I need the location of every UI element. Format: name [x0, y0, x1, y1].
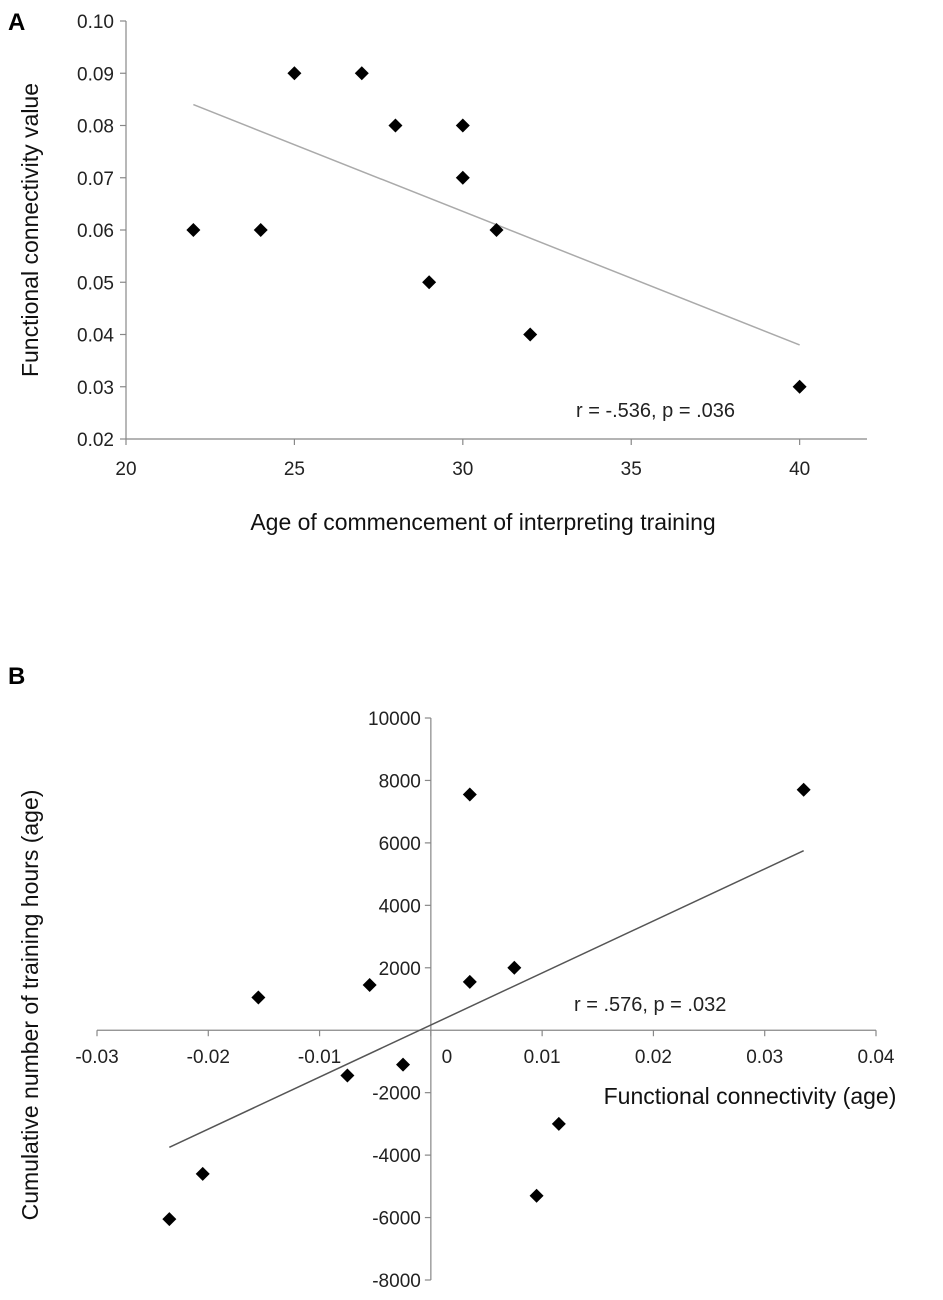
x-tick-label: 20 — [115, 459, 136, 480]
data-point — [455, 118, 470, 133]
x-axis-title-a: Age of commencement of interpreting trai… — [250, 509, 715, 535]
y-axis-title-b: Cumulative number of training hours (age… — [17, 790, 43, 1221]
y-tick-label: 0.08 — [77, 117, 114, 138]
correlation-annotation-a: r = -.536, p = .036 — [576, 400, 735, 422]
data-point — [422, 275, 437, 290]
data-point — [186, 223, 201, 237]
x-tick-label: 25 — [284, 459, 305, 480]
data-point — [287, 66, 302, 81]
y-tick-label: 0.09 — [77, 64, 114, 85]
x-tick-label: 30 — [452, 459, 473, 480]
data-point — [162, 1212, 177, 1227]
data-point — [462, 974, 477, 989]
panel-label-a: A — [8, 9, 25, 36]
x-tick-label: 0.04 — [858, 1047, 895, 1068]
y-tick-label: 0.03 — [77, 378, 114, 399]
panel-label-b: B — [8, 663, 25, 690]
y-tick-label: -6000 — [372, 1209, 421, 1230]
y-tick-label: 0.06 — [77, 221, 114, 242]
x-tick-label: -0.01 — [298, 1047, 341, 1068]
y-tick-label: -4000 — [372, 1146, 421, 1167]
x-tick-label: -0.02 — [187, 1047, 230, 1068]
y-tick-label: 6000 — [379, 834, 421, 855]
x-axis-title-b: Functional connectivity (age) — [604, 1083, 897, 1109]
y-tick-label: 4000 — [379, 896, 421, 917]
y-tick-label: -8000 — [372, 1271, 421, 1292]
y-tick-label: 0.04 — [77, 326, 114, 347]
x-tick-label: 0.01 — [524, 1047, 561, 1068]
x-tick-label: 0.03 — [746, 1047, 783, 1068]
data-point — [462, 787, 477, 802]
correlation-annotation-b: r = .576, p = .032 — [574, 994, 726, 1016]
trendline-b — [169, 850, 804, 1148]
data-point — [792, 379, 807, 394]
y-tick-label: 0.02 — [77, 430, 114, 451]
data-point — [253, 223, 268, 237]
data-point — [388, 118, 403, 133]
data-point — [251, 990, 266, 1005]
chart-b: -8000 -6000 -4000 -2000 2000 4000 6000 8000 1000… — [17, 709, 896, 1292]
data-point — [195, 1166, 210, 1181]
data-point — [796, 782, 811, 797]
data-point — [396, 1057, 411, 1072]
y-axis-title-a: Functional connectivity value — [17, 83, 43, 377]
data-point — [362, 977, 377, 992]
y-tick-label: 0.05 — [77, 273, 114, 294]
data-point — [529, 1188, 544, 1203]
chart-a: 0.02 0.03 0.04 0.05 0.06 0.07 0.08 0.09 0.10 20 25… — [17, 12, 867, 535]
x-tick-label: 0.02 — [635, 1047, 672, 1068]
y-tick-label: 8000 — [379, 771, 421, 792]
data-point — [455, 170, 470, 185]
data-point — [507, 960, 522, 975]
data-point — [489, 223, 504, 237]
y-tick-label: 2000 — [379, 959, 421, 980]
x-tick-label: 40 — [789, 459, 810, 480]
y-tick-label: 10000 — [368, 709, 421, 730]
data-point — [354, 66, 369, 81]
data-point — [523, 327, 538, 342]
x-tick-label: 0 — [442, 1047, 453, 1068]
x-tick-label: -0.03 — [75, 1047, 118, 1068]
data-point — [340, 1068, 355, 1083]
y-tick-label: -2000 — [372, 1084, 421, 1105]
x-tick-label: 35 — [621, 459, 642, 480]
y-tick-label: 0.10 — [77, 12, 114, 33]
y-tick-label: 0.07 — [77, 169, 114, 190]
data-point — [551, 1116, 566, 1131]
